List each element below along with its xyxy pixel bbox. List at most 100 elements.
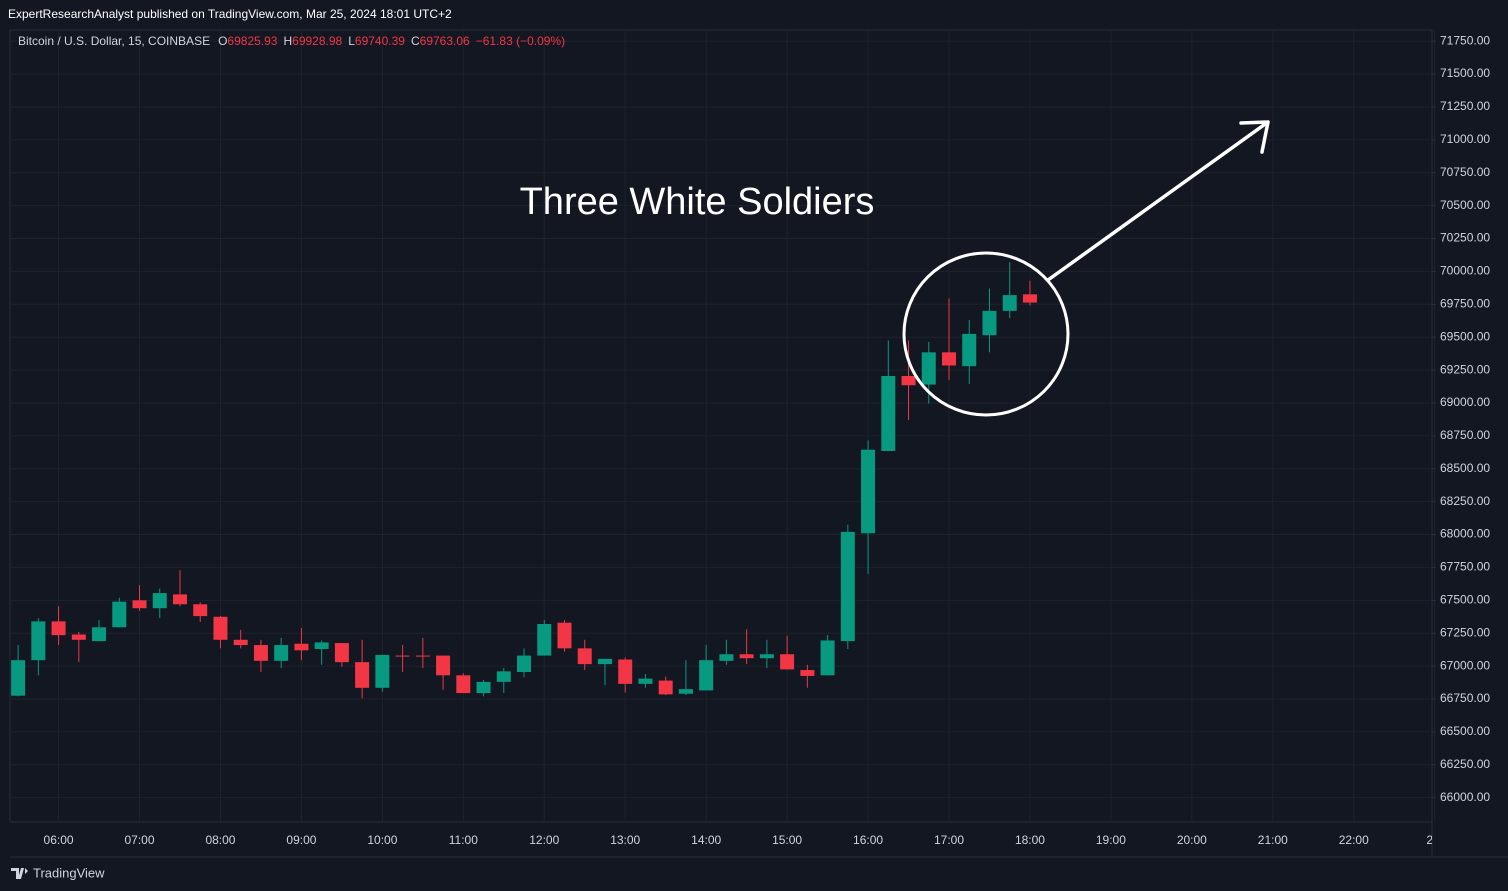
candle-body xyxy=(476,681,491,694)
candle-body xyxy=(739,654,754,659)
x-tick-label: 23: xyxy=(1426,833,1443,847)
candle-body xyxy=(678,689,693,694)
candle-body xyxy=(51,621,66,636)
ohlc-key: C xyxy=(411,34,420,48)
y-tick-label: 71000.00 xyxy=(1440,132,1490,146)
y-tick-label: 66000.00 xyxy=(1440,790,1490,804)
ohlc-value: 69825.93 xyxy=(227,34,277,48)
candle-body xyxy=(840,531,855,642)
candle-body xyxy=(456,675,471,694)
candle-body xyxy=(577,648,592,665)
y-tick-label: 71500.00 xyxy=(1440,66,1490,80)
x-tick-label: 09:00 xyxy=(286,833,316,847)
candle-body xyxy=(921,352,936,385)
candle-body xyxy=(699,660,714,691)
y-tick-label: 66500.00 xyxy=(1440,724,1490,738)
candle-body xyxy=(800,670,815,676)
x-tick-label: 10:00 xyxy=(367,833,397,847)
x-tick-label: 22:00 xyxy=(1339,833,1369,847)
y-tick-label: 68750.00 xyxy=(1440,428,1490,442)
candle-body xyxy=(618,659,633,684)
x-tick-label: 20:00 xyxy=(1177,833,1207,847)
y-tick-label: 66250.00 xyxy=(1440,757,1490,771)
y-tick-label: 70250.00 xyxy=(1440,231,1490,245)
y-tick-label: 71250.00 xyxy=(1440,99,1490,113)
x-tick-label: 12:00 xyxy=(529,833,559,847)
candle-body xyxy=(355,662,370,688)
candle-body xyxy=(780,654,795,670)
candle-body xyxy=(982,310,997,336)
candle-body xyxy=(962,333,977,367)
x-tick-label: 21:00 xyxy=(1258,833,1288,847)
y-tick-label: 68000.00 xyxy=(1440,527,1490,541)
candle-body xyxy=(759,654,774,659)
candle-body xyxy=(132,600,147,609)
candle-body xyxy=(496,671,511,682)
y-tick-label: 69750.00 xyxy=(1440,296,1490,310)
y-tick-label: 68500.00 xyxy=(1440,461,1490,475)
x-tick-label: 16:00 xyxy=(853,833,883,847)
x-tick-label: 17:00 xyxy=(934,833,964,847)
candle-body xyxy=(11,660,26,696)
ohlc-value: 69928.98 xyxy=(292,34,342,48)
x-axis-labels: 06:00 07:00 08:00 09:00 10:00 11:00 12:00 13:00… xyxy=(44,833,1443,847)
y-tick-label: 71750.00 xyxy=(1440,33,1490,47)
highlight-circle xyxy=(902,251,1070,417)
x-tick-label: 08:00 xyxy=(205,833,235,847)
y-tick-label: 67000.00 xyxy=(1440,658,1490,672)
candle-body xyxy=(820,640,835,676)
candle-body xyxy=(942,352,957,366)
x-tick-label: 13:00 xyxy=(610,833,640,847)
candle-body xyxy=(71,634,86,640)
x-tick-label: 18:00 xyxy=(1015,833,1045,847)
candle-body xyxy=(719,654,734,661)
candle-body xyxy=(395,655,410,657)
candle-body xyxy=(253,645,268,661)
candle-body xyxy=(638,678,653,684)
candle-body xyxy=(881,376,896,451)
y-tick-label: 68250.00 xyxy=(1440,494,1490,508)
plot-area xyxy=(9,29,1433,823)
y-tick-label: 67250.00 xyxy=(1440,625,1490,639)
candle-body xyxy=(92,627,107,642)
candle-body xyxy=(1002,295,1017,311)
x-tick-label: 07:00 xyxy=(125,833,155,847)
candle-body xyxy=(112,601,127,628)
ohlc-key: L xyxy=(348,34,355,48)
labels: 66000.00 66250.00 66500.00 66750.00 67000.00… xyxy=(44,33,1491,847)
y-tick-label: 69500.00 xyxy=(1440,329,1490,343)
candle-body xyxy=(274,645,289,661)
y-tick-label: 66750.00 xyxy=(1440,691,1490,705)
y-tick-label: 70750.00 xyxy=(1440,165,1490,179)
candle-body xyxy=(334,643,349,663)
ohlc-key: H xyxy=(283,34,292,48)
x-tick-label: 19:00 xyxy=(1096,833,1126,847)
logo-text[interactable]: TradingView xyxy=(33,865,105,880)
candle-body xyxy=(597,658,612,665)
ohlc-value: 69763.06 xyxy=(420,34,470,48)
candle-body xyxy=(193,604,208,617)
change: −61.83 (−0.09%) xyxy=(476,34,565,48)
candle-body xyxy=(172,594,187,605)
y-tick-label: 69000.00 xyxy=(1440,395,1490,409)
publisher-line: ExpertResearchAnalyst published on Tradi… xyxy=(8,7,452,21)
candle-body xyxy=(213,616,228,640)
candle-body xyxy=(517,655,532,673)
candle-body xyxy=(375,654,390,688)
arrow xyxy=(1046,120,1270,282)
candle-body xyxy=(861,449,876,534)
candle-body xyxy=(233,639,248,646)
top-bar xyxy=(0,0,1508,30)
candle-body xyxy=(152,593,167,609)
candle-body xyxy=(294,643,309,651)
symbol: Bitcoin / U.S. Dollar, 15, COINBASE xyxy=(18,34,210,48)
logo-icon[interactable] xyxy=(11,868,28,879)
x-tick-label: 14:00 xyxy=(691,833,721,847)
x-tick-label: 15:00 xyxy=(772,833,802,847)
candle-body xyxy=(314,642,329,649)
candle-body xyxy=(31,621,46,661)
y-tick-label: 67750.00 xyxy=(1440,560,1490,574)
candles xyxy=(11,262,1037,699)
candle-body xyxy=(557,622,572,649)
